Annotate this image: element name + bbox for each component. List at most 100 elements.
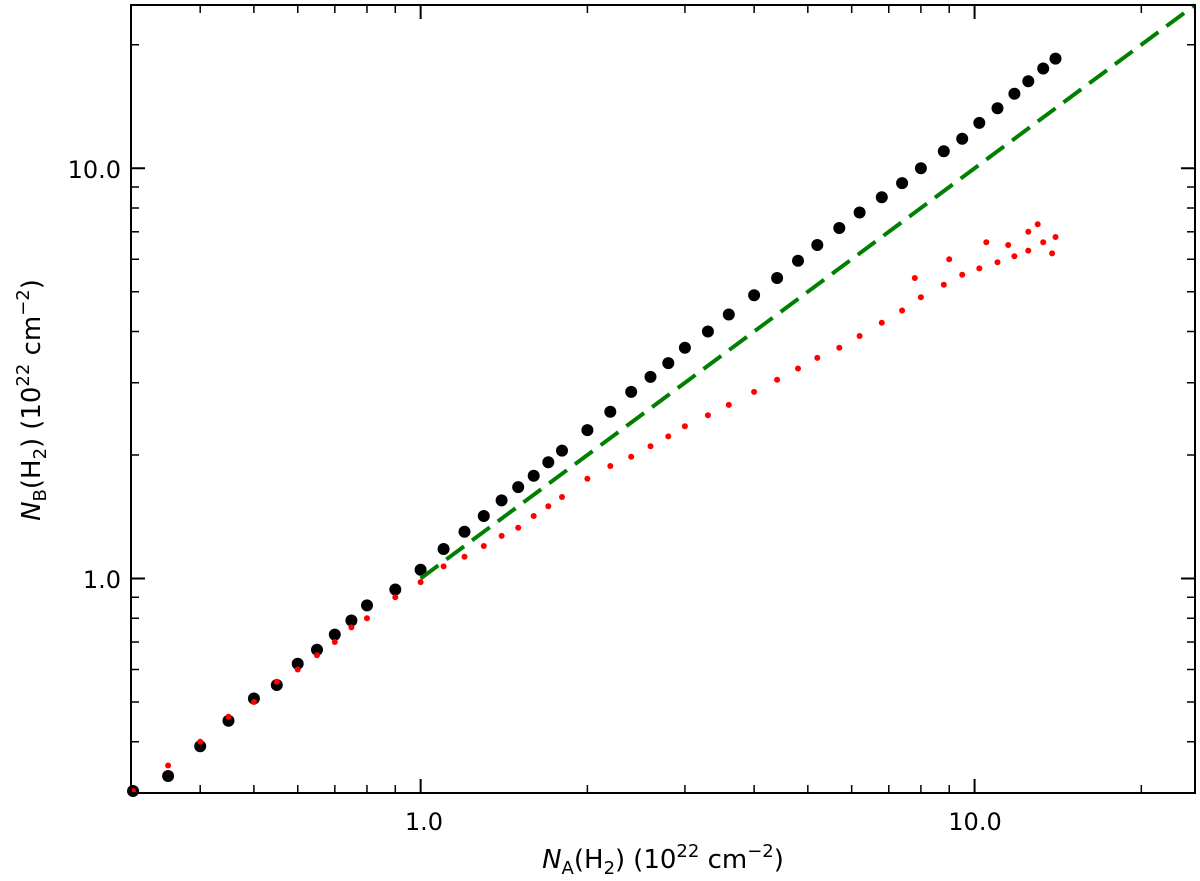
- black-data-point: [270, 679, 283, 691]
- y-tick-label-1: 1.0: [83, 566, 121, 594]
- black-data-point: [458, 525, 471, 538]
- red-data-point: [348, 624, 355, 631]
- red-data-point: [480, 543, 487, 549]
- black-data-point: [1008, 87, 1021, 100]
- red-data-point: [878, 319, 885, 326]
- black-data-point: [875, 191, 888, 204]
- black-data-point: [311, 643, 323, 656]
- black-data-point: [771, 272, 784, 284]
- black-data-point: [437, 543, 450, 555]
- black-data-point: [477, 510, 490, 522]
- red-data-point: [836, 344, 843, 351]
- black-data-point: [414, 563, 427, 576]
- black-data-point: [991, 102, 1004, 115]
- red-data-point: [607, 463, 614, 469]
- black-data-point: [542, 456, 555, 469]
- axis-ticks: [130, 5, 1195, 794]
- red-data-point: [994, 259, 1001, 266]
- black-data-point: [247, 692, 260, 705]
- black-data-point: [495, 494, 508, 507]
- red-data-point: [1034, 221, 1041, 228]
- red-data-point: [940, 281, 947, 288]
- black-data-point: [625, 385, 638, 398]
- black-data-point: [361, 599, 373, 612]
- black-data-point: [722, 308, 735, 321]
- red-data-point: [440, 563, 447, 570]
- red-data-point: [1025, 247, 1032, 254]
- black-data-point: [556, 444, 568, 457]
- red-data-point: [530, 513, 537, 519]
- black-data-point: [328, 628, 341, 641]
- black-data-point: [701, 325, 714, 338]
- black-data-point: [973, 116, 986, 129]
- black-data-point: [291, 657, 304, 670]
- red-data-point: [917, 294, 924, 301]
- red-data-point: [314, 652, 320, 659]
- black-data-point: [644, 370, 657, 383]
- y-axis-label: NB(H2)(1022 cm−2): [13, 279, 51, 521]
- red-data-point: [1025, 228, 1032, 235]
- red-data-point: [545, 503, 552, 510]
- red-data-point: [515, 524, 522, 531]
- x-tick-label-2: 10.0: [948, 808, 1001, 836]
- red-data-point: [725, 401, 732, 408]
- red-data-point: [983, 239, 990, 246]
- black-data-point: [512, 481, 525, 494]
- red-data-point: [628, 453, 635, 460]
- black-data-point: [833, 222, 846, 234]
- black-data-point: [345, 614, 358, 627]
- red-data-point: [681, 423, 688, 430]
- black-data-point: [748, 289, 761, 302]
- red-data-point: [1049, 250, 1056, 257]
- red-data-point: [294, 666, 301, 673]
- red-data-point: [165, 762, 172, 769]
- x-axis-label: NA(H2) (1022 cm−2): [542, 841, 784, 879]
- black-data-point: [527, 469, 540, 482]
- red-data-point: [559, 494, 565, 500]
- red-data-point: [1011, 253, 1018, 260]
- red-data-point: [197, 738, 204, 745]
- black-data-point: [792, 254, 804, 267]
- black-data-point: [581, 424, 594, 437]
- red-data-point: [584, 475, 591, 482]
- red-data-point: [1005, 242, 1012, 248]
- series-black-points: [127, 52, 1062, 797]
- black-data-point: [853, 206, 866, 219]
- red-data-point: [704, 412, 711, 419]
- red-data-point: [856, 333, 863, 339]
- series-red-points: [130, 221, 1059, 794]
- red-data-point: [795, 365, 801, 372]
- red-data-point: [417, 579, 424, 586]
- x-tick-label-1: 1.0: [405, 808, 443, 836]
- red-data-point: [225, 713, 232, 720]
- red-data-point: [946, 256, 953, 263]
- red-data-point: [976, 265, 983, 272]
- red-data-point: [498, 532, 505, 539]
- red-data-point: [1040, 239, 1047, 246]
- red-data-point: [1052, 234, 1059, 240]
- red-data-point: [461, 553, 468, 560]
- black-data-point: [389, 583, 402, 596]
- black-data-point: [896, 177, 909, 190]
- red-data-point: [774, 376, 781, 383]
- red-data-point: [392, 594, 399, 601]
- plot-frame: [130, 4, 1196, 794]
- red-data-point: [911, 275, 918, 281]
- black-data-point: [914, 162, 927, 175]
- red-data-point: [250, 699, 257, 705]
- red-data-point: [959, 271, 966, 278]
- black-data-point: [604, 405, 617, 418]
- red-data-point: [814, 354, 821, 361]
- black-data-point: [937, 145, 950, 158]
- black-data-point: [811, 239, 824, 251]
- black-data-point: [956, 132, 969, 145]
- black-data-point: [662, 357, 675, 370]
- reference-line: [419, 3, 1197, 581]
- red-data-point: [331, 639, 338, 645]
- black-data-point: [194, 740, 207, 753]
- black-data-point: [1022, 75, 1035, 88]
- black-data-point: [1049, 52, 1062, 65]
- red-data-point: [647, 443, 654, 450]
- red-data-point: [899, 307, 906, 314]
